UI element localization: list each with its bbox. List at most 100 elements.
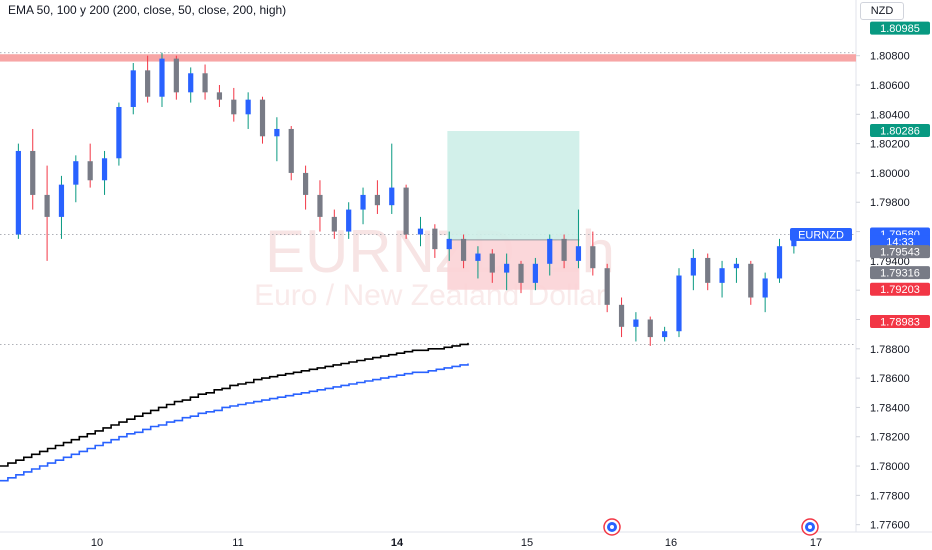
- candle-body: [676, 275, 682, 332]
- time-tick-label: 11: [232, 537, 243, 549]
- candle-body: [590, 246, 596, 269]
- price-label-text: 1.79316: [880, 268, 920, 280]
- candle: [547, 234, 553, 276]
- candle: [360, 187, 366, 225]
- time-tick-label: 10: [91, 537, 103, 549]
- candle: [561, 234, 567, 269]
- candle: [748, 260, 754, 305]
- candle-body: [647, 319, 653, 338]
- price-tick-label: 1.78400: [870, 402, 910, 414]
- candle-body: [633, 319, 639, 327]
- candle-body: [748, 263, 754, 298]
- candle-body: [690, 257, 696, 276]
- candle: [288, 126, 294, 181]
- candle-body: [173, 58, 179, 93]
- candle-body: [30, 150, 36, 195]
- candle-body: [403, 187, 409, 235]
- candle-body: [259, 99, 266, 137]
- candle-body: [202, 73, 208, 93]
- candle-body: [389, 187, 395, 206]
- candle-body: [317, 194, 323, 217]
- candle-body: [58, 184, 65, 217]
- price-label-bg: [870, 266, 930, 280]
- candle: [173, 55, 179, 100]
- candle: [30, 128, 36, 210]
- candle: [130, 63, 136, 115]
- candle: [216, 85, 223, 107]
- candle-body: [274, 128, 280, 137]
- candle-body: [561, 238, 567, 261]
- candle-body: [101, 158, 108, 181]
- currency-selector[interactable]: NZD: [860, 2, 904, 20]
- indicator-legend: EMA 50, 100 y 200 (200, close, 50, close…: [8, 3, 287, 17]
- candle: [15, 143, 21, 239]
- price-tick-label: 1.79800: [870, 197, 910, 209]
- candle: [647, 316, 653, 346]
- candle-body: [460, 238, 467, 261]
- price-tick-label: 1.80800: [870, 51, 910, 63]
- candle: [145, 55, 151, 103]
- time-tick-label: 17: [810, 537, 822, 549]
- candle-body: [346, 209, 352, 232]
- candle-body: [791, 237, 797, 247]
- price-label: 1.80985: [870, 21, 930, 35]
- price-tick-label: 1.78000: [870, 461, 910, 473]
- candle: [432, 224, 438, 258]
- candle: [58, 175, 65, 239]
- candle-body: [618, 304, 625, 327]
- symbol-tag-text: EURNZD: [798, 229, 844, 241]
- candle: [87, 143, 93, 188]
- price-label: 1.80286: [870, 124, 930, 138]
- candle-body: [532, 263, 538, 283]
- candle-body: [475, 253, 481, 261]
- candle: [346, 202, 352, 239]
- candle-body: [575, 246, 582, 261]
- price-label: 1.79316: [870, 266, 930, 280]
- candle-body: [73, 161, 79, 185]
- candle: [274, 117, 280, 162]
- ema-black-line: [0, 342, 469, 467]
- price-label-bg: [870, 282, 930, 296]
- candle-body: [145, 70, 151, 97]
- candle: [719, 260, 725, 298]
- candle: [518, 260, 524, 294]
- candle: [633, 312, 639, 342]
- candle: [776, 238, 783, 283]
- event-icon-dot: [610, 525, 614, 529]
- price-label-bg: [870, 21, 930, 35]
- candle-body: [604, 268, 610, 305]
- candle: [245, 92, 251, 129]
- candle: [389, 143, 395, 214]
- price-label: 1.79543: [870, 245, 930, 259]
- candle-body: [417, 228, 424, 235]
- candle: [604, 263, 610, 313]
- candle-body: [159, 58, 165, 97]
- candle: [331, 209, 337, 239]
- candle: [705, 253, 711, 291]
- price-label-bg: [870, 124, 930, 138]
- candle-body: [733, 263, 740, 269]
- candle-body: [116, 106, 122, 159]
- price-label-text: 1.79203: [880, 284, 920, 296]
- position-profit-zone: [447, 131, 580, 240]
- candle: [44, 165, 50, 261]
- economic-event-icon: [603, 518, 621, 536]
- candle-body: [776, 246, 783, 279]
- candle: [259, 96, 266, 144]
- candle-body: [432, 228, 438, 250]
- price-tick-label: 1.80400: [870, 109, 910, 121]
- candle: [618, 297, 625, 338]
- candle-body: [762, 278, 768, 298]
- candle-body: [705, 257, 711, 283]
- candle: [676, 268, 682, 338]
- candle-body: [44, 194, 50, 217]
- candle: [374, 180, 381, 214]
- candle-body: [231, 99, 237, 115]
- candle-body: [245, 99, 251, 115]
- price-label: 1.78983: [870, 314, 930, 328]
- candle-body: [302, 172, 309, 195]
- price-tick-label: 1.78600: [870, 373, 910, 385]
- price-label-text: 1.80985: [880, 23, 920, 35]
- price-tick-label: 1.77600: [870, 520, 910, 532]
